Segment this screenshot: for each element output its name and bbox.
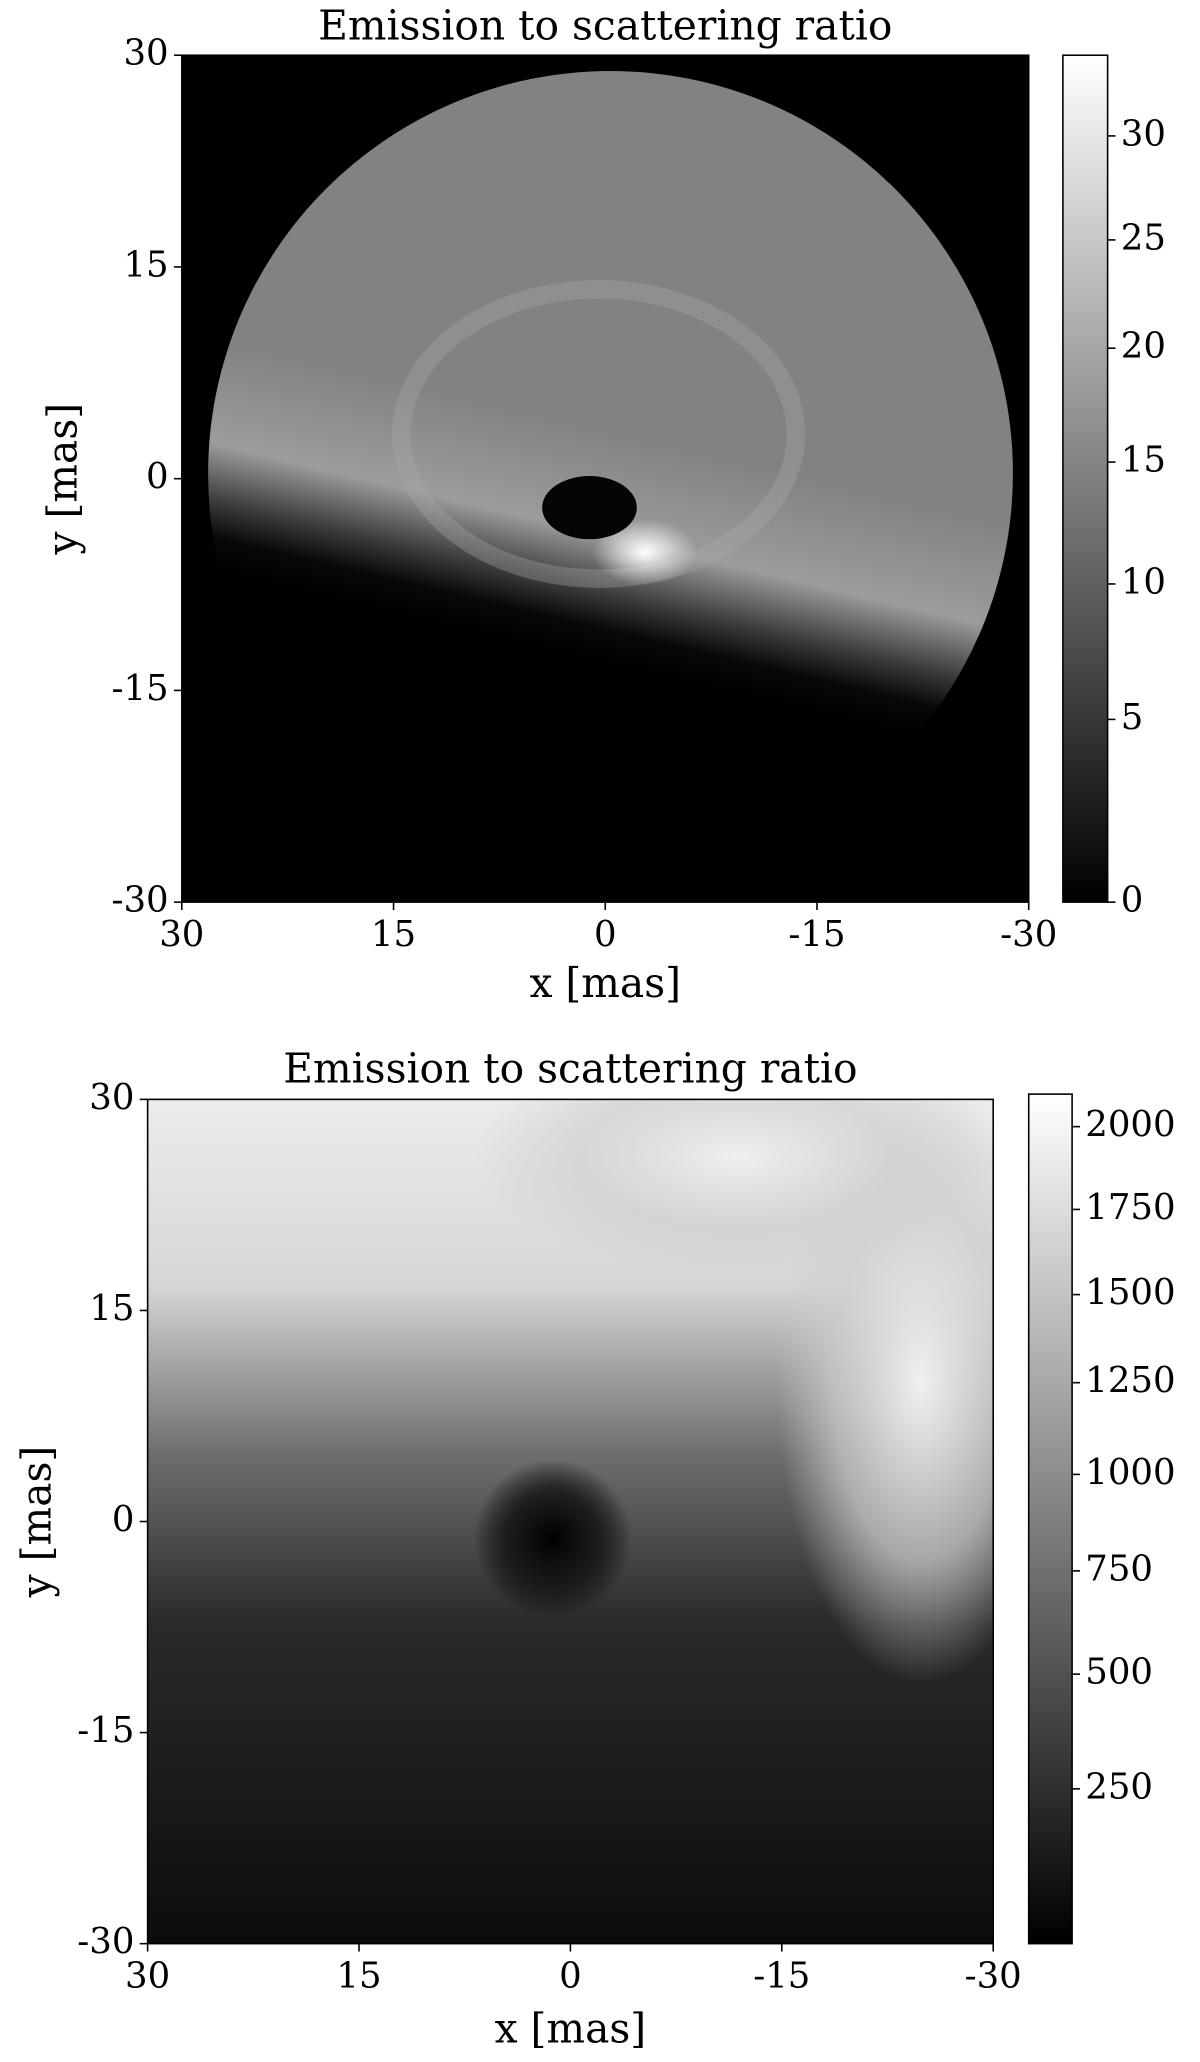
colorbar-tick-label: 1000 xyxy=(1085,1452,1175,1493)
y-tick-label: 0 xyxy=(146,456,169,497)
x-tick-label: 0 xyxy=(559,1955,582,1996)
x-tick-label: -15 xyxy=(788,914,845,955)
colorbar-tick-label: 750 xyxy=(1085,1548,1153,1589)
y-tick-label: 15 xyxy=(123,244,168,285)
y-tick-label: -15 xyxy=(77,1710,134,1751)
colorbar-tick-label: 0 xyxy=(1121,880,1144,921)
colorbar-tick-label: 500 xyxy=(1085,1652,1153,1693)
y-axis-label: y [mas] xyxy=(39,403,87,556)
x-tick-label: -15 xyxy=(753,1955,810,1996)
chart-title: Emission to scattering ratio xyxy=(283,1044,857,1092)
colorbar xyxy=(1027,1093,1073,1945)
y-tick-label: -30 xyxy=(111,880,168,921)
x-tick-label: 15 xyxy=(371,914,416,955)
colorbar-tick-label: 20 xyxy=(1121,326,1166,367)
x-axis-label: x [mas] xyxy=(529,959,681,1007)
colorbar-tick-label: 1750 xyxy=(1085,1187,1175,1228)
y-axis-label: y [mas] xyxy=(12,1446,60,1599)
y-tick-label: 0 xyxy=(112,1499,135,1540)
heatmap-image xyxy=(147,1099,994,1944)
x-tick-label: 15 xyxy=(336,1955,381,1996)
colorbar-tick-label: 25 xyxy=(1121,217,1166,258)
colorbar-tick-label: 5 xyxy=(1121,697,1144,738)
chart-title: Emission to scattering ratio xyxy=(318,1,892,49)
heatmap-image xyxy=(181,55,1029,903)
colorbar-tick-label: 250 xyxy=(1085,1766,1153,1807)
colorbar-tick-label: 30 xyxy=(1121,113,1166,154)
colorbar-tick-label: 10 xyxy=(1121,561,1166,602)
x-tick-label: 0 xyxy=(594,914,617,955)
x-tick-label: -30 xyxy=(1000,914,1057,955)
colorbar-tick-label: 2000 xyxy=(1085,1104,1175,1145)
y-tick-label: 30 xyxy=(89,1077,134,1118)
colorbar xyxy=(1062,54,1109,903)
colorbar-tick-label: 15 xyxy=(1121,440,1166,481)
y-tick-label: -15 xyxy=(111,668,168,709)
y-tick-label: 30 xyxy=(123,33,168,74)
y-tick-label: -30 xyxy=(77,1921,134,1962)
x-tick-label: 30 xyxy=(159,914,204,955)
colorbar-tick-label: 1500 xyxy=(1085,1272,1175,1313)
y-tick-label: 15 xyxy=(89,1288,134,1329)
x-axis-label: x [mas] xyxy=(495,2004,647,2052)
x-tick-label: 30 xyxy=(125,1955,170,1996)
x-tick-label: -30 xyxy=(965,1955,1022,1996)
colorbar-tick-label: 1250 xyxy=(1085,1360,1175,1401)
